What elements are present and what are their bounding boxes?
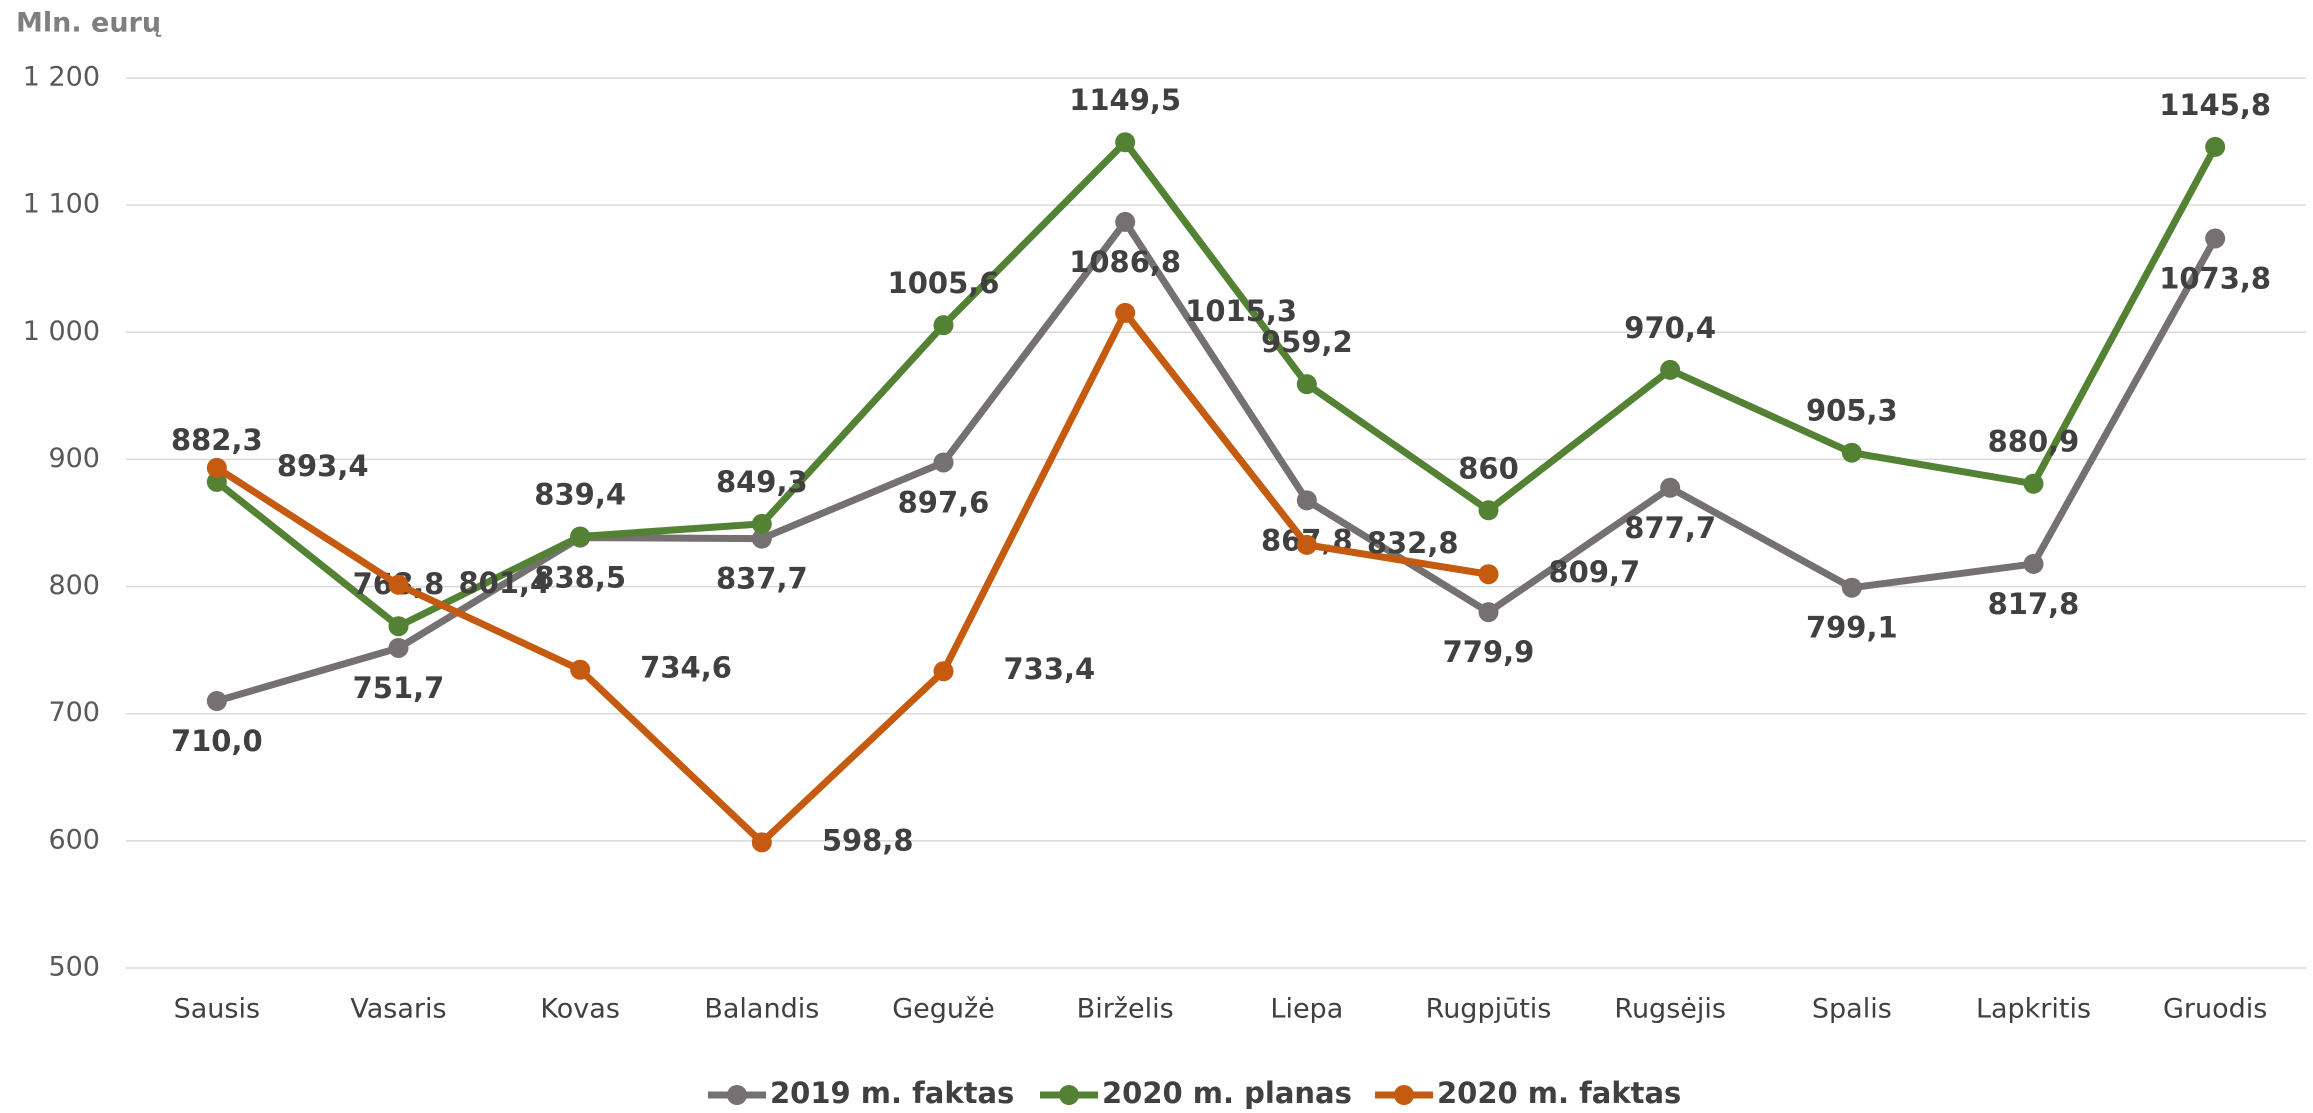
point xyxy=(206,457,227,478)
data-label: 839,4 xyxy=(534,477,626,511)
point xyxy=(1660,359,1681,380)
point xyxy=(1841,442,1862,463)
x-tick-label: Liepa xyxy=(1270,994,1343,1025)
point xyxy=(388,637,409,658)
data-label: 837,7 xyxy=(716,562,808,596)
point xyxy=(933,315,954,336)
data-label: 905,3 xyxy=(1806,394,1898,428)
y-tick-label: 1 200 xyxy=(23,62,100,93)
x-tick-label: Spalis xyxy=(1812,994,1892,1025)
point xyxy=(388,616,409,637)
x-tick-label: Kovas xyxy=(540,994,619,1025)
data-label: 801,4 xyxy=(459,566,551,600)
data-label: 751,7 xyxy=(353,671,445,705)
data-label: 877,7 xyxy=(1624,511,1716,545)
data-label: 809,7 xyxy=(1549,555,1641,589)
x-tick-label: Gegužė xyxy=(892,994,995,1025)
point xyxy=(570,659,591,680)
data-label: 779,9 xyxy=(1443,635,1535,669)
data-label: 734,6 xyxy=(640,651,732,685)
series-line xyxy=(214,309,1490,846)
data-label: 817,8 xyxy=(1988,587,2080,621)
data-label: 1145,8 xyxy=(2159,88,2271,122)
y-tick-label: 800 xyxy=(48,570,100,601)
point xyxy=(933,661,954,682)
y-axis-title: Mln. eurų xyxy=(16,8,162,39)
point xyxy=(388,574,409,595)
point xyxy=(1478,564,1499,585)
point xyxy=(570,526,591,547)
x-tick-label: Rugpjūtis xyxy=(1426,994,1552,1025)
x-tick-label: Lapkritis xyxy=(1976,994,2091,1025)
legend-marker xyxy=(1394,1085,1414,1105)
data-label: 860 xyxy=(1458,451,1519,485)
point xyxy=(1296,374,1317,395)
point xyxy=(751,528,772,549)
point xyxy=(933,452,954,473)
legend-label: 2020 m. faktas xyxy=(1437,1076,1681,1110)
data-label: 893,4 xyxy=(277,449,369,483)
point xyxy=(1478,602,1499,623)
y-tick-label: 500 xyxy=(48,952,100,983)
x-tick-label: Gruodis xyxy=(2163,994,2267,1025)
point xyxy=(1115,211,1136,232)
data-label: 710,0 xyxy=(171,724,263,758)
data-label: 832,8 xyxy=(1367,526,1459,560)
point xyxy=(2023,553,2044,574)
data-label: 959,2 xyxy=(1261,325,1353,359)
x-tick-label: Rugsėjis xyxy=(1614,994,1726,1025)
data-label: 1149,5 xyxy=(1069,83,1181,117)
point xyxy=(751,832,772,853)
data-label: 838,5 xyxy=(534,561,626,595)
point xyxy=(2205,136,2226,157)
x-tick-label: Vasaris xyxy=(350,994,446,1025)
point xyxy=(751,513,772,534)
data-label: 1015,3 xyxy=(1185,294,1297,328)
point xyxy=(1115,132,1136,153)
data-label: 799,1 xyxy=(1806,611,1898,645)
data-label: 880,9 xyxy=(1988,425,2080,459)
data-label: 882,3 xyxy=(171,423,263,457)
legend-label: 2019 m. faktas xyxy=(770,1076,1014,1110)
point xyxy=(1660,477,1681,498)
point xyxy=(206,471,227,492)
data-label: 970,4 xyxy=(1624,311,1716,345)
y-tick-label: 700 xyxy=(48,697,100,728)
data-label: 733,4 xyxy=(1004,652,1096,686)
point xyxy=(1296,490,1317,511)
point xyxy=(1841,577,1862,598)
legend-label: 2020 m. planas xyxy=(1102,1076,1352,1110)
legend-marker xyxy=(1059,1085,1079,1105)
point xyxy=(2023,473,2044,494)
point xyxy=(2205,228,2226,249)
data-label: 1005,6 xyxy=(888,266,1000,300)
data-label: 897,6 xyxy=(898,485,990,519)
y-tick-label: 900 xyxy=(48,443,100,474)
x-tick-label: Balandis xyxy=(704,994,819,1025)
data-label: 1086,8 xyxy=(1069,245,1181,279)
x-tick-label: Birželis xyxy=(1077,994,1174,1025)
legend-marker xyxy=(727,1085,747,1105)
data-label: 598,8 xyxy=(822,823,914,857)
y-tick-label: 600 xyxy=(48,824,100,855)
data-label: 849,3 xyxy=(716,465,808,499)
point xyxy=(1478,500,1499,521)
point xyxy=(1296,534,1317,555)
series-line xyxy=(214,138,2219,630)
point xyxy=(1115,302,1136,323)
y-tick-label: 1 100 xyxy=(23,189,100,220)
x-tick-label: Sausis xyxy=(174,994,260,1025)
y-tick-label: 1 000 xyxy=(23,316,100,347)
series-line xyxy=(215,218,2219,705)
data-label: 1073,8 xyxy=(2159,261,2271,295)
point xyxy=(206,691,227,711)
